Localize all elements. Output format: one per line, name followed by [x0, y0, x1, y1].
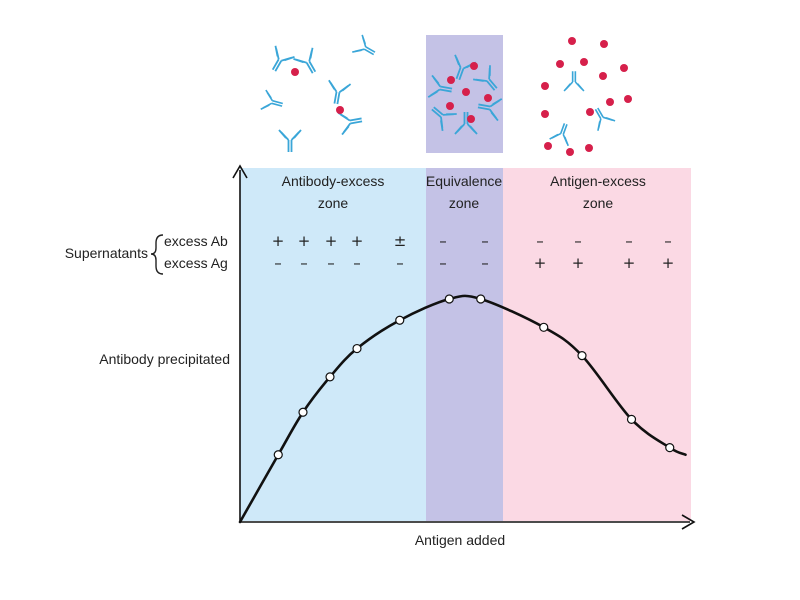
antigen-dot	[580, 58, 588, 66]
data-point	[395, 315, 405, 325]
antibody-glyph	[293, 47, 317, 74]
excess-ag-sign: –	[439, 254, 447, 272]
antibody-excess-illustration	[260, 34, 376, 152]
antigen-zone-subtitle: zone	[583, 195, 614, 211]
antibody-glyph	[431, 106, 457, 131]
antibody-glyph	[337, 112, 363, 136]
antibody-zone-subtitle: zone	[318, 195, 349, 211]
antibody-glyph	[454, 54, 477, 81]
antigen-dot	[585, 144, 593, 152]
supernatants-label: Supernatants	[65, 245, 148, 261]
excess-ab-sign: –	[664, 232, 672, 250]
antibody-glyph	[594, 107, 616, 131]
antigen-dot	[600, 40, 608, 48]
excess-ab-label: excess Ab	[164, 233, 228, 249]
data-point	[298, 407, 308, 417]
excess-ag-sign: –	[327, 254, 335, 272]
excess-ab-sign: +	[272, 232, 285, 250]
antibody-glyph	[328, 79, 352, 105]
excess-ag-sign: –	[300, 254, 308, 272]
data-point	[539, 322, 549, 332]
antigen-dot	[566, 148, 574, 156]
antigen-dot	[462, 88, 470, 96]
antibody-glyph	[427, 74, 453, 98]
antigen-dot	[291, 68, 299, 76]
excess-ag-sign: –	[396, 254, 404, 272]
equivalence-zone-title: Equivalence	[426, 173, 502, 189]
y-axis-arrowhead	[232, 164, 248, 179]
antigen-dot	[544, 142, 552, 150]
antigen-dot	[606, 98, 614, 106]
antigen-dot	[599, 72, 607, 80]
excess-ag-sign: +	[534, 254, 547, 272]
antigen-dot	[470, 62, 478, 70]
antigen-dot	[620, 64, 628, 72]
excess-ag-signs: – – – – – – – + + + +	[274, 254, 674, 272]
antigen-dot	[447, 76, 455, 84]
data-point	[476, 294, 486, 304]
antibody-glyph	[352, 34, 376, 56]
excess-ab-sign: +	[298, 232, 311, 250]
data-point	[273, 450, 283, 460]
equivalence-lattice-illustration	[427, 54, 503, 135]
antibody-glyph	[477, 98, 503, 122]
antigen-excess-zone-band	[503, 168, 691, 521]
excess-ag-sign: –	[274, 254, 282, 272]
antigen-dot	[446, 102, 454, 110]
excess-ab-sign: –	[481, 232, 489, 250]
equivalence-zone-band	[426, 168, 503, 521]
excess-ab-sign: –	[574, 232, 582, 250]
data-point	[626, 414, 637, 424]
antibody-glyph	[549, 123, 569, 147]
antigen-dot	[556, 60, 564, 68]
antigen-dot	[484, 94, 492, 102]
excess-ag-sign: +	[623, 254, 636, 272]
excess-ag-label: excess Ag	[164, 255, 228, 271]
antigen-zone-title: Antigen-excess	[550, 173, 646, 189]
excess-ag-sign: –	[353, 254, 361, 272]
excess-ab-sign: +	[351, 232, 364, 250]
antibody-glyph	[563, 71, 585, 92]
antigen-dot	[541, 82, 549, 90]
excess-ag-sign: +	[572, 254, 585, 272]
data-point	[444, 294, 454, 304]
excess-ag-sign: +	[662, 254, 675, 272]
excess-ab-sign: –	[536, 232, 544, 250]
excess-ab-sign: –	[625, 232, 633, 250]
antigen-dot	[336, 106, 344, 114]
antibody-excess-zone-band	[240, 168, 426, 521]
antibody-glyph	[271, 45, 295, 72]
antigen-dot	[568, 37, 576, 45]
excess-ab-signs: + + + + ± – – – – – –	[272, 232, 672, 250]
antibody-glyph	[260, 89, 283, 110]
excess-ab-sign: +	[325, 232, 338, 250]
data-point	[665, 443, 675, 453]
data-point	[352, 343, 362, 354]
excess-ag-sign: –	[481, 254, 489, 272]
equivalence-zone-subtitle: zone	[449, 195, 480, 211]
antibody-glyph	[473, 65, 498, 91]
x-axis-arrowhead	[681, 514, 696, 530]
antibody-zone-title: Antibody-excess	[282, 173, 385, 189]
antigen-dot	[467, 115, 475, 123]
data-point-markers	[273, 294, 675, 460]
supernatants-brace	[150, 234, 164, 275]
y-axis-label: Antibody precipitated	[99, 351, 230, 367]
antibody-glyph	[278, 129, 302, 152]
antigen-excess-illustration	[541, 37, 632, 156]
data-point	[577, 351, 587, 361]
x-axis-label: Antigen added	[415, 532, 505, 548]
antigen-dot	[624, 95, 632, 103]
data-point	[325, 372, 335, 382]
antigen-dot	[541, 110, 549, 118]
excess-ab-sign: ±	[394, 232, 407, 250]
excess-ab-sign: –	[439, 232, 447, 250]
antigen-dot	[586, 108, 594, 116]
